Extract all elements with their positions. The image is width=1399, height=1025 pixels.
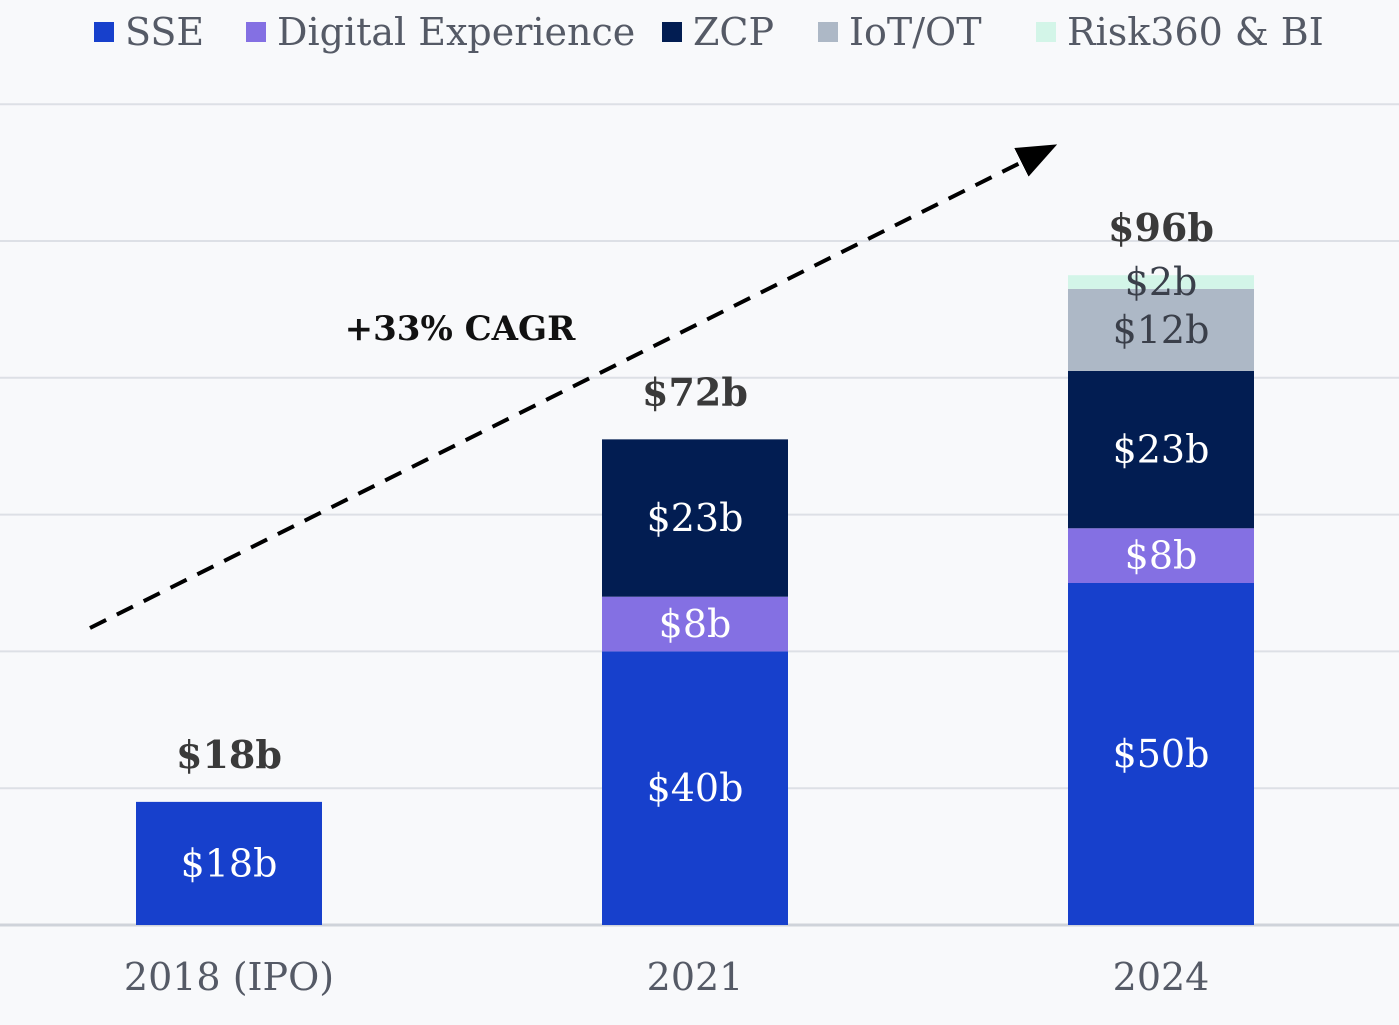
cagr-annotation: +33% CAGR	[89, 144, 1058, 630]
legend-entry: SSE	[125, 10, 204, 54]
legend-swatch	[1036, 22, 1056, 42]
data-labels: $18b $18b $40b $8b $23b $72b $50b $8b $23b $12b$2…	[176, 205, 1214, 885]
bar-segment	[136, 801, 322, 925]
segment-label: $2b	[1125, 260, 1198, 304]
x-tick-label: 2024	[1113, 955, 1210, 999]
bar-segment	[1068, 528, 1254, 583]
segment-label: $8b	[659, 602, 732, 646]
cagr-label: +33% CAGR	[345, 309, 576, 349]
legend-entry: ZCP	[693, 10, 774, 54]
legend-swatch	[818, 22, 838, 42]
segment-label: $50b	[1113, 732, 1210, 776]
segment-label: $12b	[1113, 308, 1210, 352]
segment-label: $23b	[647, 496, 744, 540]
legend-swatch	[246, 22, 266, 42]
bar-segment	[602, 651, 788, 925]
x-tick-label: 2018 (IPO)	[124, 955, 334, 999]
bar-segment	[1068, 288, 1254, 371]
legend-entry: Digital Experience	[277, 10, 635, 54]
bar-segment	[1068, 275, 1254, 289]
total-label: $18b	[176, 732, 282, 777]
bar-segment	[602, 596, 788, 652]
legend-swatch	[94, 22, 114, 42]
segment-label: $18b	[181, 841, 278, 885]
bar-segment	[1068, 583, 1254, 925]
total-label: $96b	[1108, 205, 1214, 250]
segment-label: $23b	[1113, 428, 1210, 472]
bars	[136, 275, 1254, 925]
x-axis: 2018 (IPO) 2021 2024	[124, 955, 1209, 999]
segment-label: $8b	[1125, 534, 1198, 578]
legend-entry: Risk360 & BI	[1067, 10, 1324, 54]
legend-swatch	[662, 22, 682, 42]
x-tick-label: 2021	[647, 955, 744, 999]
legend-entry: IoT/OT	[849, 10, 982, 54]
cagr-trend-arrow	[89, 144, 1058, 630]
legend: SSE Digital Experience ZCP IoT/OT Risk360 & …	[94, 10, 1324, 54]
bar-segment	[602, 439, 788, 597]
segment-label: $40b	[647, 766, 744, 810]
total-label: $72b	[642, 369, 748, 414]
bar-segment	[1068, 370, 1254, 529]
